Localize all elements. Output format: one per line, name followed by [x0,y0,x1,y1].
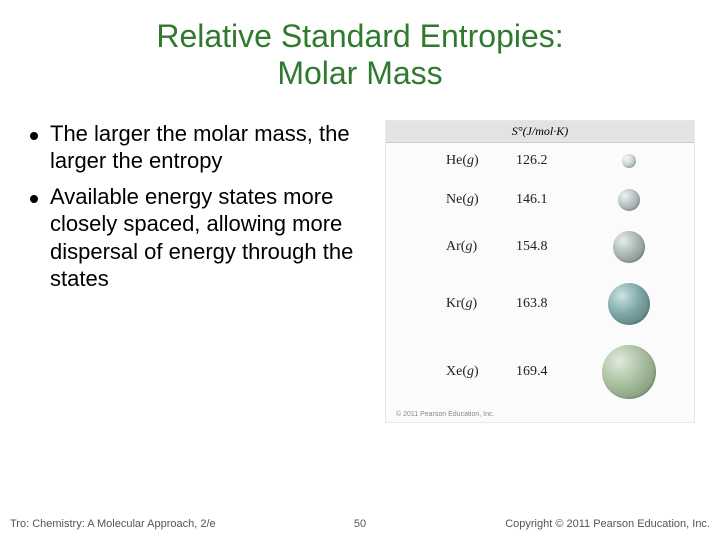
footer-page-number: 50 [354,518,366,530]
gas-value: 154.8 [516,239,576,255]
sphere-cell [576,154,682,168]
gas-label: Ne(g) [446,192,516,208]
atom-sphere-icon [608,283,650,325]
table-header-label: S°(J/mol·K) [512,124,568,138]
title-line-2: Molar Mass [277,55,442,91]
title-line-1: Relative Standard Entropies: [156,18,563,54]
bullet-list: The larger the molar mass, the larger th… [30,120,365,423]
atom-sphere-icon [602,345,656,399]
atom-sphere-icon [618,189,640,211]
table-credit: © 2011 Pearson Education, Inc. [386,409,694,418]
bullet-text: The larger the molar mass, the larger th… [50,120,365,175]
entropy-table: S°(J/mol·K) He(g)126.2Ne(g)146.1Ar(g)154… [385,120,695,423]
bullet-item: Available energy states more closely spa… [30,183,365,293]
table-row: Xe(g)169.4 [386,335,694,409]
gas-label: Ar(g) [446,239,516,255]
gas-label: Kr(g) [446,296,516,312]
atom-sphere-icon [613,231,645,263]
footer-left: Tro: Chemistry: A Molecular Approach, 2/… [10,518,216,530]
table-header: S°(J/mol·K) [386,121,694,143]
sphere-cell [576,283,682,325]
table-row: Kr(g)163.8 [386,273,694,335]
sphere-cell [576,345,682,399]
table-row: Ar(g)154.8 [386,221,694,273]
gas-label: Xe(g) [446,364,516,380]
sphere-cell [576,189,682,211]
bullet-dot-icon [30,195,38,203]
sphere-cell [576,231,682,263]
gas-value: 146.1 [516,192,576,208]
bullet-text: Available energy states more closely spa… [50,183,365,293]
table-row: He(g)126.2 [386,143,694,179]
footer: Tro: Chemistry: A Molecular Approach, 2/… [0,518,720,530]
footer-right: Copyright © 2011 Pearson Education, Inc. [505,518,710,530]
bullet-dot-icon [30,132,38,140]
gas-label: He(g) [446,153,516,169]
atom-sphere-icon [622,154,636,168]
gas-value: 163.8 [516,296,576,312]
table-row: Ne(g)146.1 [386,179,694,221]
bullet-item: The larger the molar mass, the larger th… [30,120,365,175]
content-area: The larger the molar mass, the larger th… [0,120,720,423]
gas-value: 169.4 [516,364,576,380]
slide-title: Relative Standard Entropies: Molar Mass [0,0,720,92]
table-body: He(g)126.2Ne(g)146.1Ar(g)154.8Kr(g)163.8… [386,143,694,409]
gas-value: 126.2 [516,153,576,169]
